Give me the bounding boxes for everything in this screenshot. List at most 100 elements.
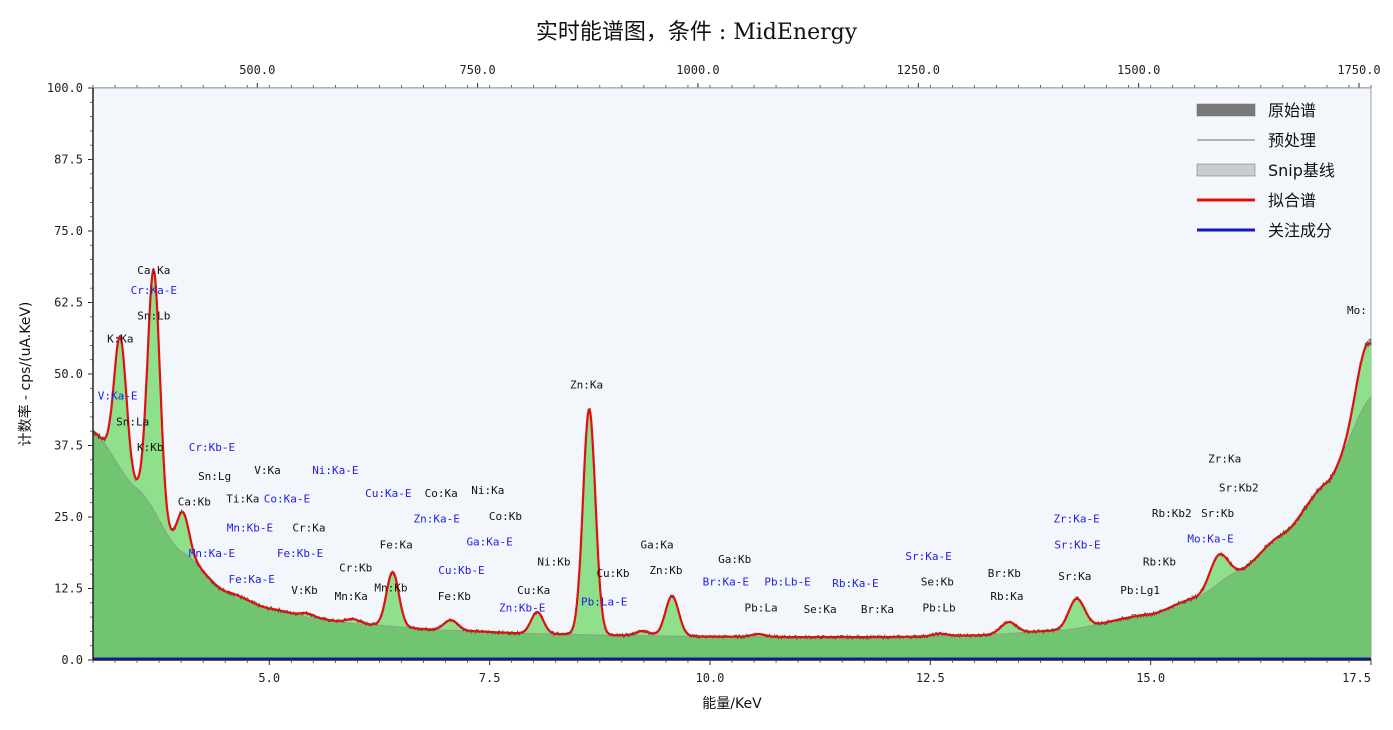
top-tick-label: 1750.0	[1337, 63, 1380, 77]
peak-label: Co:Ka-E	[264, 493, 310, 506]
plot-area	[92, 87, 1372, 661]
y-tick-label: 75.0	[54, 224, 83, 238]
peak-label: Mn:Kb	[374, 581, 407, 594]
top-axis: 500.0 750.0 1000.0 1250.0 1500.0 1750.0	[92, 63, 1381, 89]
peak-label: Mn:Ka	[335, 590, 368, 603]
y-tick-label: 50.0	[54, 367, 83, 381]
y-tick-label: 62.5	[54, 296, 83, 310]
legend-item[interactable]: 预处理	[1197, 131, 1316, 150]
peak-label: Pb:Lb-E	[764, 576, 810, 589]
peak-label: Cu:Ka-E	[365, 487, 411, 500]
peak-label: Se:Kb	[921, 576, 954, 589]
legend-item[interactable]: Snip基线	[1196, 161, 1335, 180]
peak-label: Br:Kb	[988, 567, 1021, 580]
y-tick-label: 100.0	[47, 81, 83, 95]
peak-label: Cr:Kb-E	[189, 441, 235, 454]
peak-label: Rb:Ka	[990, 590, 1023, 603]
peak-label: Zn:Ka	[570, 378, 603, 391]
legend-swatch	[1196, 103, 1256, 117]
peak-label: Cr:Kb	[339, 561, 372, 574]
peak-label: Fe:Ka-E	[228, 573, 274, 586]
peak-labels: Ca:Ka Cr:Ka-E Sn:LbK:Ka V:Ka-E Sn:La K:Kb Cr:K…	[98, 264, 1367, 616]
x-tick-label: 12.5	[916, 671, 945, 685]
peak-label: Mn:Ka-E	[189, 547, 235, 560]
peak-label: Ni:Ka	[471, 484, 504, 497]
y-tick-label: 87.5	[54, 153, 83, 167]
legend-label: 关注成分	[1268, 221, 1332, 240]
top-tick-label: 1250.0	[897, 63, 940, 77]
peak-label: Sr:Ka-E	[905, 550, 951, 563]
peak-label: Rb:Kb	[1143, 556, 1176, 569]
peak-label: Pb:Lg1	[1120, 584, 1160, 597]
legend-label: 预处理	[1268, 131, 1316, 150]
peak-label: Ni:Kb	[537, 556, 570, 569]
peak-label: Fe:Kb-E	[277, 547, 323, 560]
top-tick-label: 750.0	[460, 63, 496, 77]
peak-label: Co:Kb	[489, 510, 522, 523]
peak-label: Se:Ka	[804, 603, 837, 616]
peak-label: Sr:Kb2	[1219, 481, 1259, 494]
fit-spectrum-line	[92, 268, 1372, 639]
y-axis-title: 计数率 - cps/(uA.KeV)	[17, 302, 34, 447]
y-axis: 0.0 12.5 25.0 37.5 50.0 62.5 75.0 87.5 100.0	[47, 81, 94, 667]
peak-label: Ga:Kb	[718, 553, 751, 566]
x-tick-label: 17.5	[1342, 671, 1371, 685]
x-axis-title: 能量/KeV	[702, 696, 762, 712]
peak-label: Mo:	[1347, 304, 1367, 317]
peak-label: Pb:La	[745, 601, 778, 614]
top-tick-label: 500.0	[239, 63, 275, 77]
peak-label: Zn:Kb-E	[499, 601, 545, 614]
peak-label: Ca:Ka	[137, 264, 170, 277]
peak-label: Ca:Kb	[178, 496, 211, 509]
peak-label: Mn:Kb-E	[227, 521, 273, 534]
chart-title: 实时能谱图，条件 : MidEnergy	[535, 20, 858, 45]
y-tick-label: 37.5	[54, 439, 83, 453]
peak-label: K:Ka	[107, 333, 134, 346]
peak-label: Fe:Ka	[380, 538, 413, 551]
peak-label: V:Ka-E	[98, 390, 138, 403]
peak-label: Cr:Ka-E	[131, 284, 177, 297]
snip-baseline-fill	[93, 396, 1371, 660]
peak-label: Sn:Lb	[137, 310, 170, 323]
peak-label: Mo:Ka-E	[1187, 533, 1233, 546]
peak-label: Zr:Ka-E	[1053, 513, 1099, 526]
x-tick-label: 5.0	[258, 671, 280, 685]
peak-label: Ni:Ka-E	[312, 464, 358, 477]
peak-label: Ga:Ka	[641, 538, 674, 551]
y-tick-label: 25.0	[54, 510, 83, 524]
peak-label: Pb:Lb	[923, 601, 956, 614]
peak-label: Sr:Ka	[1058, 570, 1091, 583]
top-tick-label: 1000.0	[676, 63, 719, 77]
peak-label: K:Kb	[137, 441, 164, 454]
peak-label: Sr:Kb	[1201, 507, 1234, 520]
peak-label: Ti:Ka	[226, 493, 259, 506]
x-tick-label: 7.5	[479, 671, 501, 685]
peak-label: Br:Ka-E	[703, 576, 749, 589]
legend-item[interactable]: 拟合谱	[1197, 191, 1316, 210]
peak-label: Sr:Kb-E	[1054, 538, 1100, 551]
peak-label: Rb:Ka-E	[832, 577, 878, 590]
peak-label: Co:Ka	[425, 487, 458, 500]
peak-label: Fe:Kb	[438, 590, 471, 603]
x-tick-label: 10.0	[696, 671, 725, 685]
peak-label: V:Ka	[254, 464, 281, 477]
peak-label: Zn:Ka-E	[414, 513, 460, 526]
peak-label: Zn:Kb	[649, 564, 682, 577]
legend-item[interactable]: 关注成分	[1197, 221, 1332, 240]
legend-item[interactable]: 原始谱	[1196, 101, 1316, 120]
peak-label: Cu:Kb-E	[438, 564, 484, 577]
peak-label: Br:Ka	[861, 603, 894, 616]
legend-swatch	[1196, 163, 1256, 177]
peak-label: Cr:Ka	[292, 521, 325, 534]
peak-label: Sn:La	[116, 415, 149, 428]
peak-label: Cu:Kb	[596, 567, 629, 580]
y-tick-label: 0.0	[61, 653, 83, 667]
peak-label: V:Kb	[291, 584, 318, 597]
peak-label: Ga:Ka-E	[466, 536, 512, 549]
peak-label: Cu:Ka	[517, 584, 550, 597]
top-tick-label: 1500.0	[1117, 63, 1160, 77]
peak-label: Sn:Lg	[198, 470, 231, 483]
x-axis: 5.0 7.5 10.0 12.5 15.0 17.5	[92, 659, 1372, 685]
